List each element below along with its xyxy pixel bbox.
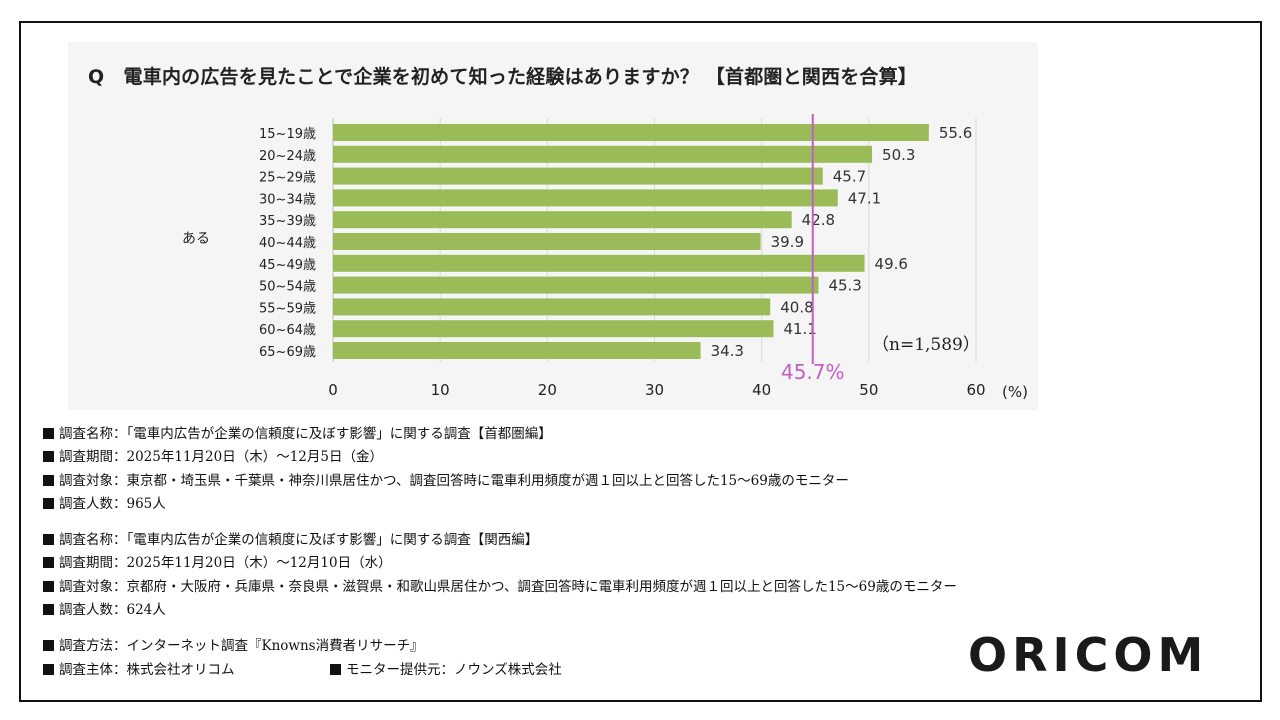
note-provider: モニター提供元：ノウンズ株式会社: [330, 659, 562, 682]
bar-value-label: 45.7: [833, 168, 866, 186]
bar-value-label: 47.1: [848, 189, 881, 207]
category-label: 40~44歳: [259, 236, 316, 251]
slide-frame: [19, 21, 1262, 702]
note-kanto-count: 調査人数：965人: [43, 493, 957, 516]
bar: [333, 320, 774, 338]
bar-value-label: 49.6: [875, 255, 908, 273]
survey-notes: 調査名称：「電車内広告が企業の信頼度に及ぼす影響」に関する調査【首都圏編】 調査…: [43, 423, 957, 682]
bar-value-label: 39.9: [771, 233, 804, 251]
note-sponsor: 調査主体：株式会社オリコム: [43, 662, 235, 678]
note-kansai-target: 調査対象：京都府・大阪府・兵庫県・奈良県・滋賀県・和歌山県居住かつ、調査回答時に…: [43, 576, 957, 599]
note-sponsor-row: 調査主体：株式会社オリコム モニター提供元：ノウンズ株式会社: [43, 659, 957, 682]
x-tick-label: 10: [431, 381, 450, 399]
category-label: 55~59歳: [259, 301, 316, 316]
category-label: 60~64歳: [259, 323, 316, 338]
x-tick-label: 50: [859, 381, 878, 399]
note-kanto-period: 調査期間：2025年11月20日（木）～12月5日（金）: [43, 446, 957, 469]
bar-value-label: 42.8: [802, 211, 835, 229]
bar: [333, 254, 865, 272]
bar-value-label: 50.3: [882, 146, 915, 164]
chart-title: Q 電車内の広告を見たことで企業を初めて知った経験はありますか？ 【首都圏と関西…: [88, 66, 917, 88]
category-label: 30~34歳: [259, 192, 316, 207]
bar: [333, 233, 761, 250]
bar-value-label: 41.1: [783, 320, 816, 338]
note-kansai-count: 調査人数：624人: [43, 599, 957, 622]
oricom-logo: ORICOM: [968, 628, 1209, 682]
x-tick-label: 30: [645, 381, 664, 399]
x-tick-label: 40: [752, 381, 771, 399]
bar-value-label: 55.6: [939, 124, 972, 142]
group-label: ある: [182, 231, 210, 247]
bar-value-label: 34.3: [711, 342, 744, 360]
category-label: 20~24歳: [259, 149, 316, 164]
category-label: 35~39歳: [259, 214, 316, 229]
bar: [333, 167, 823, 185]
category-label: 50~54歳: [259, 280, 316, 295]
bar: [333, 342, 701, 359]
x-axis-unit: (%): [1002, 383, 1028, 401]
sample-size-label: （n=1,589）: [872, 335, 980, 355]
category-label: 65~69歳: [259, 345, 316, 360]
category-label: 15~19歳: [259, 127, 316, 142]
note-kanto-name: 調査名称：「電車内広告が企業の信頼度に及ぼす影響」に関する調査【首都圏編】: [43, 423, 957, 446]
category-label: 25~29歳: [259, 171, 316, 186]
x-tick-label: 60: [966, 381, 985, 399]
bar: [333, 189, 838, 207]
bar-value-label: 45.3: [828, 277, 861, 295]
bar: [333, 211, 792, 229]
bar-value-label: 40.8: [780, 298, 813, 316]
x-tick-label: 20: [538, 381, 557, 399]
note-kansai-name: 調査名称：「電車内広告が企業の信頼度に及ぼす影響」に関する調査【関西編】: [43, 529, 957, 552]
bar: [333, 276, 819, 294]
x-tick-label: 0: [328, 381, 338, 399]
note-method: 調査方法：インターネット調査『Knowns消費者リサーチ』: [43, 635, 957, 658]
note-kansai-period: 調査期間：2025年11月20日（木）～12月10日（水）: [43, 552, 957, 575]
reference-line-label: 45.7%: [781, 360, 845, 384]
bar: [333, 124, 929, 141]
bar: [333, 145, 873, 163]
bar: [333, 298, 771, 316]
note-kanto-target: 調査対象：東京都・埼玉県・千葉県・神奈川県居住かつ、調査回答時に電車利用頻度が週…: [43, 470, 957, 493]
category-label: 45~49歳: [259, 258, 316, 273]
